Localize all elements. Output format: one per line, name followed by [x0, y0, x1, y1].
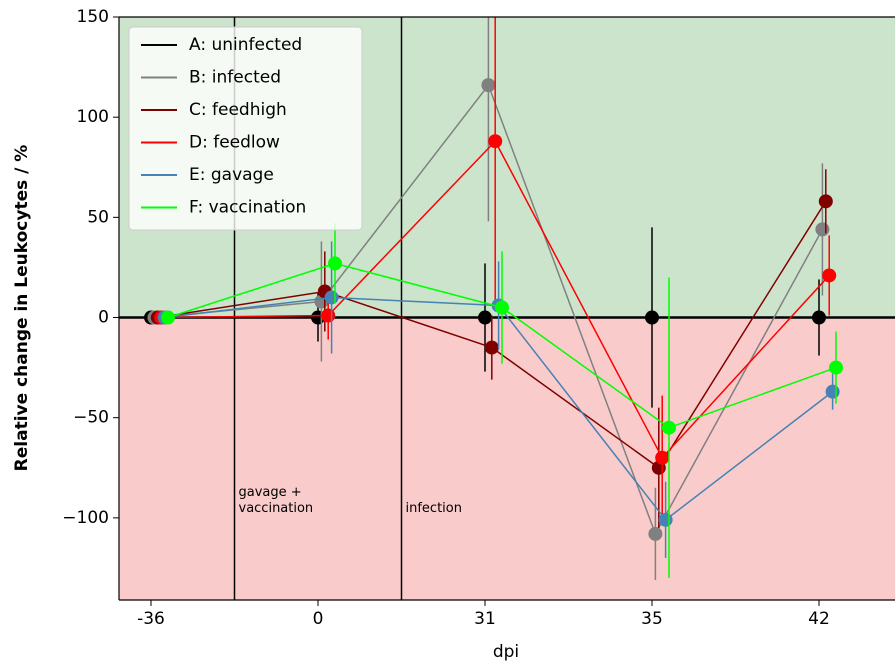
- negative-region: [119, 317, 895, 600]
- legend-label: B: infected: [189, 68, 281, 88]
- y-tick-label: 150: [77, 7, 109, 27]
- y-axis-label: Relative change in Leukocytes / %: [12, 145, 32, 472]
- data-point: [495, 300, 509, 315]
- y-tick-label: −50: [73, 408, 109, 428]
- y-tick-label: 100: [77, 107, 109, 127]
- legend-label: D: feedlow: [189, 133, 280, 153]
- y-tick-label: 0: [98, 308, 109, 328]
- data-point: [825, 384, 840, 399]
- data-point: [484, 340, 499, 355]
- annotation: infection: [406, 501, 462, 516]
- data-point: [655, 450, 670, 465]
- legend-label: C: feedhigh: [189, 100, 287, 120]
- data-point: [478, 310, 492, 325]
- legend-label: F: vaccination: [189, 198, 306, 218]
- annotation: gavage + vaccination: [239, 485, 314, 516]
- data-point: [488, 134, 503, 149]
- y-tick-label: 50: [87, 207, 109, 227]
- data-point: [829, 360, 843, 375]
- data-point: [328, 256, 342, 271]
- data-point: [822, 268, 837, 283]
- annotation-line: vaccination: [239, 501, 314, 516]
- x-tick-label: 31: [474, 609, 496, 629]
- plot-area: [119, 17, 895, 600]
- x-axis-label: dpi: [493, 642, 519, 662]
- data-point: [324, 290, 339, 305]
- x-tick-label: 35: [641, 609, 663, 629]
- legend-box: [128, 26, 363, 231]
- data-point: [481, 78, 496, 93]
- data-point: [812, 310, 826, 325]
- data-point: [648, 526, 663, 541]
- data-point: [815, 222, 830, 237]
- x-tick-label: 42: [808, 609, 830, 629]
- legend-label: E: gavage: [189, 165, 274, 185]
- legend-label: A: uninfected: [189, 35, 302, 55]
- data-point: [818, 194, 833, 209]
- y-tick-label: −100: [62, 508, 109, 528]
- data-point: [645, 310, 659, 325]
- x-tick-label: 0: [313, 609, 324, 629]
- data-point: [662, 420, 676, 435]
- annotation-line: infection: [406, 501, 462, 516]
- data-point: [658, 512, 673, 527]
- data-point: [161, 310, 175, 325]
- data-point: [321, 308, 336, 323]
- x-tick-label: -36: [137, 609, 165, 629]
- annotation-line: gavage +: [239, 485, 302, 500]
